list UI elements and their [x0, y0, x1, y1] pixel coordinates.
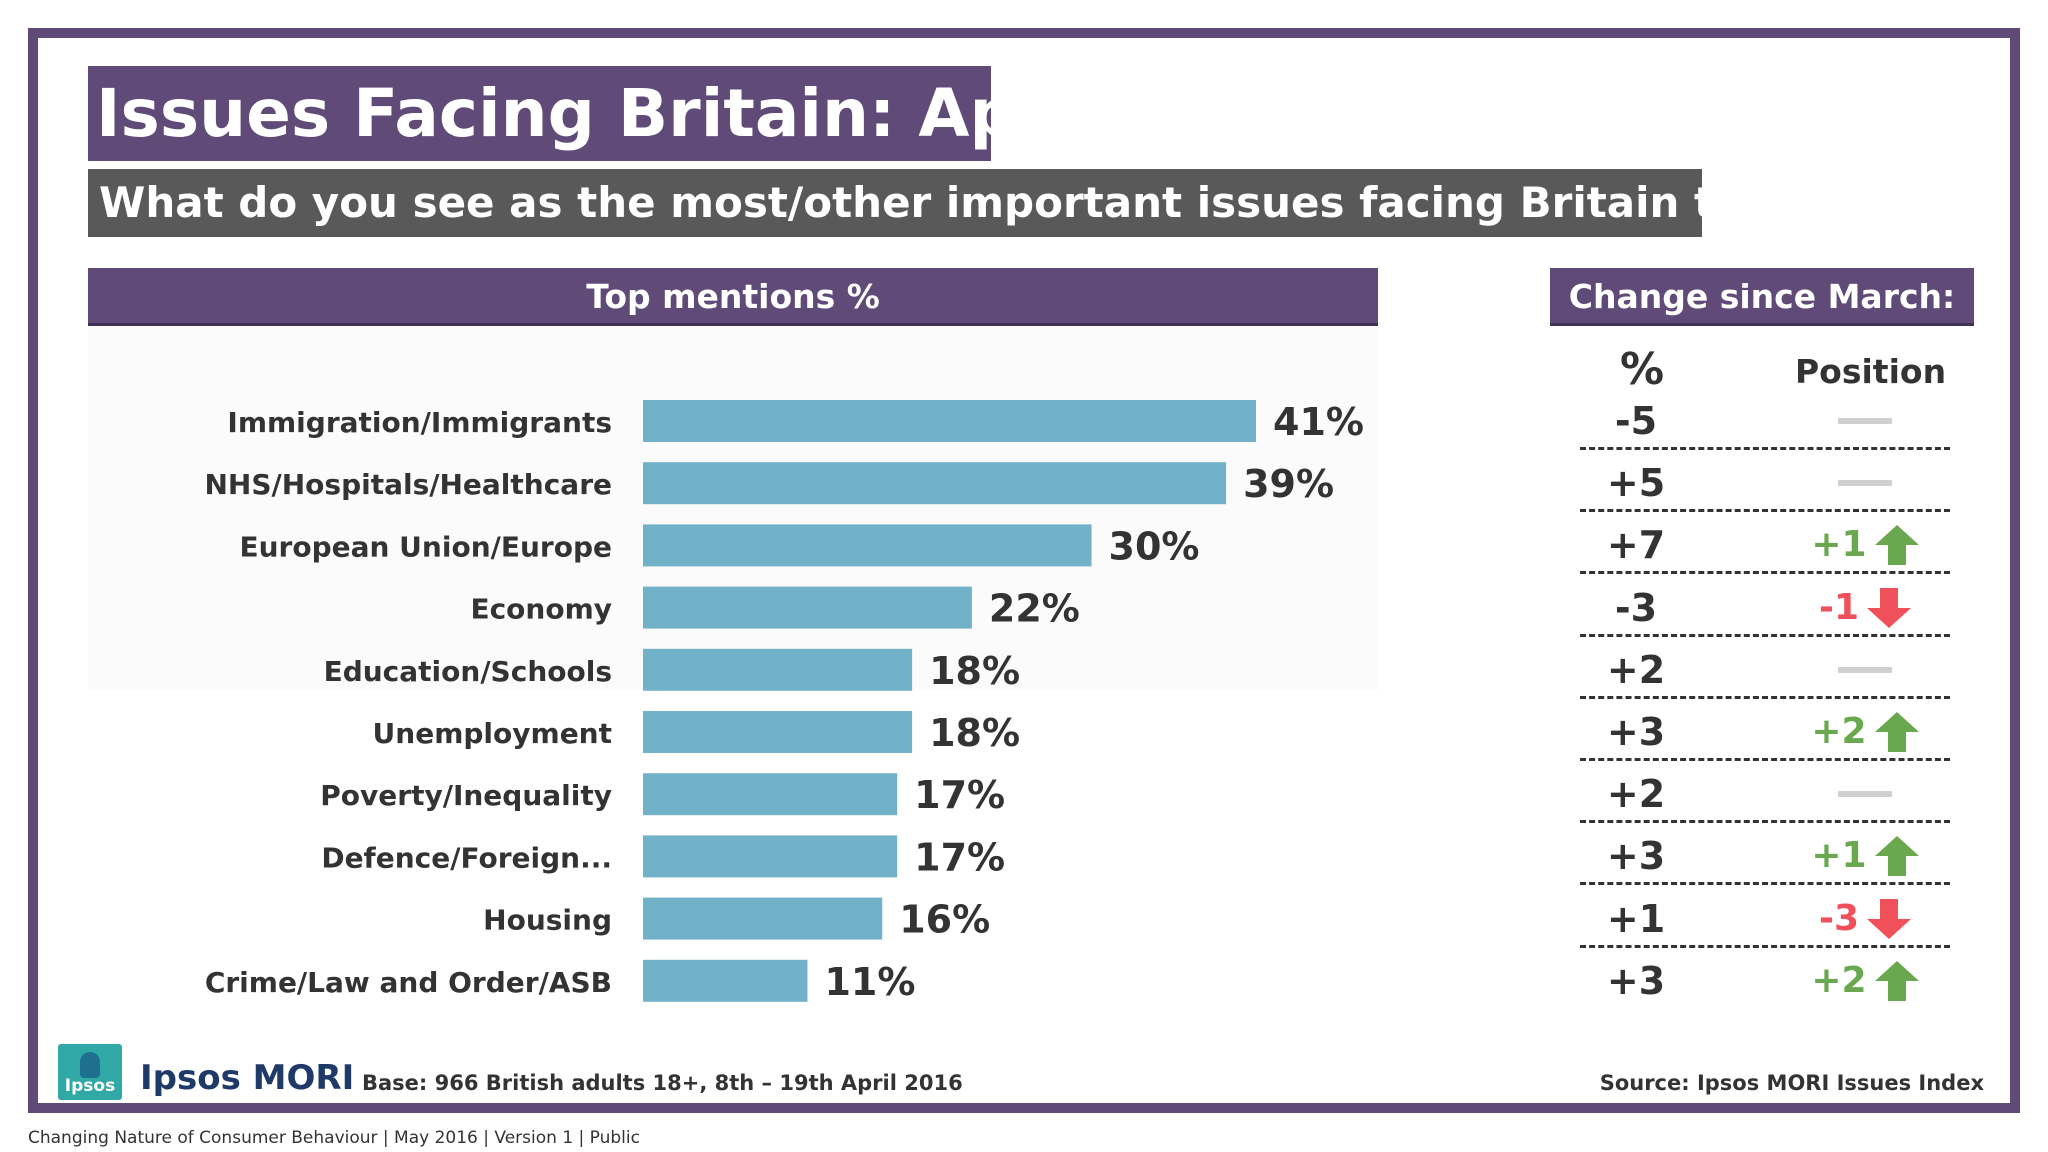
position-change-value: +1 [1811, 835, 1867, 877]
pct-change-value: +7 [1606, 523, 1666, 568]
position-change: -1 [1780, 586, 1950, 630]
arrow-down-icon [1867, 898, 1911, 939]
value-label: 18% [929, 711, 1020, 755]
position-change-value: +2 [1811, 959, 1867, 1001]
value-label: 18% [929, 649, 1020, 693]
bar [643, 462, 1227, 505]
position-change: -3 [1780, 897, 1950, 941]
slide-title: Issues Facing Britain: April [88, 66, 991, 161]
slide-subtitle: What do you see as the most/other import… [88, 169, 1702, 237]
position-change: +1 [1780, 834, 1950, 878]
pct-change-value: +3 [1606, 834, 1666, 879]
category-label: Crime/Law and Order/ASB [205, 966, 612, 999]
source-note: Source: Ipsos MORI Issues Index [1599, 1071, 1984, 1095]
pct-change-value: +1 [1606, 896, 1666, 941]
arrow-up-icon [1874, 960, 1919, 1001]
pct-change-value: +3 [1606, 958, 1666, 1003]
no-change-dash-icon [1838, 418, 1892, 424]
category-label: Economy [470, 593, 612, 626]
value-label: 41% [1273, 400, 1364, 444]
row-separator [1580, 820, 1950, 824]
base-note: Base: 966 British adults 18+, 8th – 19th… [362, 1071, 963, 1095]
no-change-dash-icon [1838, 791, 1892, 798]
pct-change-value: +2 [1606, 772, 1666, 817]
position-change [1780, 648, 1950, 692]
value-label: 11% [824, 960, 915, 1004]
row-separator [1580, 571, 1950, 575]
value-label: 22% [989, 587, 1080, 631]
bar [643, 648, 913, 691]
bar [643, 400, 1256, 442]
category-label: Poverty/Inequality [320, 779, 612, 812]
position-change-value: -3 [1819, 897, 1859, 939]
arrow-down-icon [1867, 587, 1911, 628]
category-label: Housing [483, 904, 612, 937]
row-separator [1580, 944, 1950, 948]
category-label: Unemployment [373, 717, 612, 750]
position-change [1780, 772, 1950, 816]
brand-name: Ipsos MORI [140, 1058, 355, 1098]
bar [643, 524, 1092, 567]
value-label: 30% [1109, 524, 1200, 568]
value-label: 17% [914, 773, 1005, 817]
row-separator [1580, 447, 1950, 450]
position-change: +2 [1780, 710, 1950, 754]
value-label: 17% [914, 835, 1005, 879]
footer-line: Changing Nature of Consumer Behaviour | … [28, 1128, 640, 1148]
ipsos-logo: Ipsos [58, 1044, 122, 1100]
bar [643, 586, 972, 629]
pct-change-value: -5 [1614, 399, 1658, 443]
position-change-value: +2 [1811, 711, 1867, 752]
category-label: European Union/Europe [239, 530, 612, 563]
pct-column-label: % [1620, 344, 1665, 395]
no-change-dash-icon [1838, 480, 1892, 487]
row-separator [1580, 758, 1950, 761]
category-label: Defence/Foreign... [321, 841, 612, 874]
position-column-label: Position [1795, 352, 1947, 391]
position-change [1780, 399, 1950, 443]
value-label: 39% [1243, 462, 1334, 506]
bar [643, 711, 913, 753]
row-separator [1580, 509, 1950, 513]
position-change [1780, 461, 1950, 505]
category-label: NHS/Hospitals/Healthcare [204, 468, 612, 501]
bar [643, 897, 883, 940]
row-separator [1580, 633, 1950, 637]
position-change-value: -1 [1819, 586, 1859, 628]
position-change-value: +1 [1811, 524, 1867, 566]
pct-change-value: +3 [1606, 710, 1666, 754]
row-separator [1580, 695, 1950, 699]
pct-change-value: +5 [1606, 461, 1666, 506]
pct-change-value: +2 [1606, 647, 1666, 692]
bar [643, 959, 808, 1002]
change-since-header: Change since March: [1550, 268, 1974, 326]
no-change-dash-icon [1838, 666, 1892, 673]
category-label: Education/Schools [324, 655, 612, 688]
arrow-up-icon [1874, 836, 1919, 877]
arrow-up-icon [1874, 712, 1919, 752]
top-mentions-header: Top mentions % [88, 268, 1378, 326]
value-label: 16% [899, 898, 990, 942]
position-change: +1 [1780, 523, 1950, 567]
bar [643, 773, 898, 816]
ipsos-logo-word: Ipsos [64, 1076, 116, 1096]
pct-change-value: -3 [1614, 585, 1658, 630]
chart-backdrop [88, 326, 1378, 690]
position-change: +2 [1780, 959, 1950, 1003]
category-label: Immigration/Immigrants [227, 406, 612, 439]
row-separator [1580, 882, 1950, 886]
arrow-up-icon [1874, 525, 1919, 566]
ipsos-logo-mark [80, 1052, 100, 1078]
bar [643, 835, 898, 878]
